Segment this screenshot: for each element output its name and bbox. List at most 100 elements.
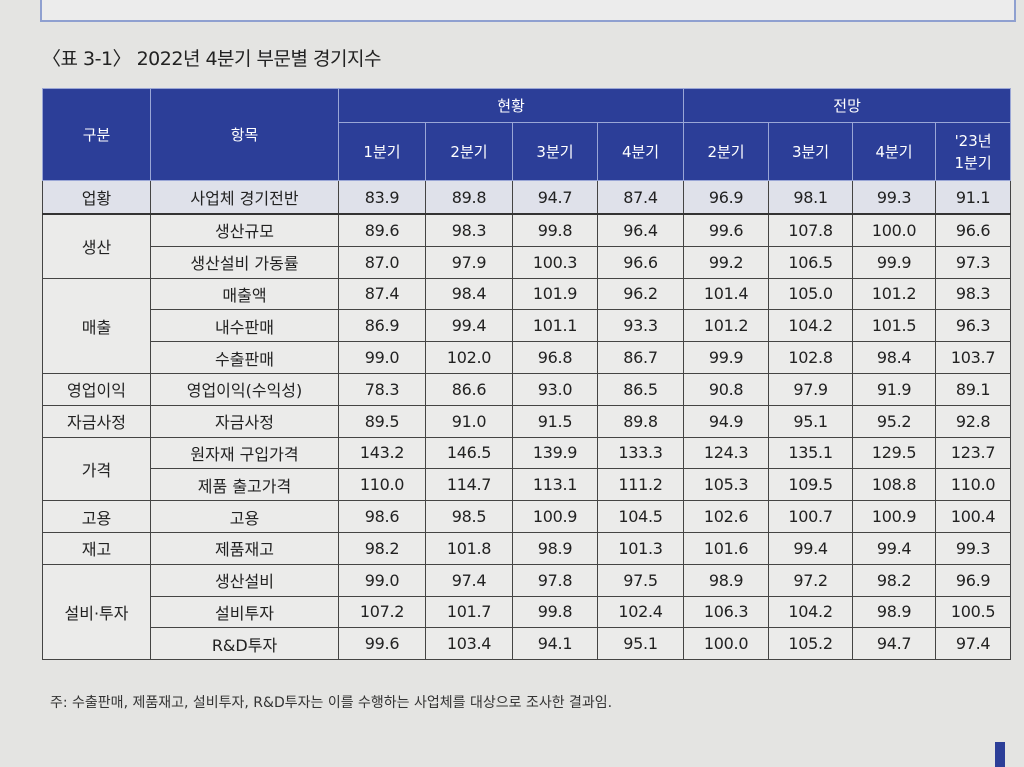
value-cell: 104.2	[768, 595, 854, 629]
value-cell: 98.9	[512, 531, 598, 565]
value-cell: 91.9	[852, 372, 937, 406]
value-cell: 101.9	[512, 277, 598, 311]
value-cell: 86.6	[425, 372, 513, 406]
value-cell: 97.4	[935, 627, 1012, 661]
value-cell: 105.0	[768, 277, 854, 311]
value-cell: 87.0	[338, 245, 426, 279]
value-cell: 99.4	[768, 531, 854, 565]
value-cell: 94.7	[852, 627, 937, 661]
value-cell: 98.9	[852, 595, 937, 629]
header-quarter: 4분기	[852, 122, 937, 181]
item-cell: 수출판매	[150, 341, 339, 374]
category-cell: 고용	[42, 500, 151, 533]
page-tab-marker	[995, 742, 1005, 767]
table-row: 자금사정 자금사정 89.5 91.0 91.5 89.8 94.9 95.1 95.2 92.8	[42, 404, 1012, 438]
value-cell: 102.8	[768, 341, 854, 374]
value-cell: 96.8	[512, 341, 598, 374]
value-cell: 101.6	[683, 531, 770, 565]
value-cell: 98.3	[425, 213, 513, 247]
value-cell: 101.5	[852, 309, 937, 343]
value-cell: 99.9	[852, 245, 937, 279]
item-cell: 생산규모	[150, 213, 339, 247]
value-cell: 78.3	[338, 372, 426, 406]
value-cell: 98.5	[425, 500, 513, 533]
table-row: R&D투자 99.6 103.4 94.1 95.1 100.0 105.2 94.7 97.4	[43, 627, 1012, 661]
table-row: 제품 출고가격 110.0 114.7 113.1 111.2 105.3 109.5 108…	[43, 468, 1012, 502]
header-quarter: 2분기	[683, 122, 770, 181]
value-cell: 87.4	[338, 277, 426, 311]
value-cell: 94.1	[512, 627, 598, 661]
category-cell: 생산	[42, 213, 151, 279]
value-cell: 143.2	[338, 436, 426, 470]
value-cell: 98.4	[425, 277, 513, 311]
table-title: 〈표 3-1〉 2022년 4분기 부문별 경기지수	[42, 48, 381, 70]
value-cell: 104.2	[768, 309, 854, 343]
value-cell: 98.9	[683, 563, 770, 597]
value-cell: 100.5	[935, 595, 1012, 629]
header-quarter: 1분기	[338, 122, 426, 181]
table-row: 재고 제품재고 98.2 101.8 98.9 101.3 101.6 99.4 99.4 99.…	[42, 531, 1012, 565]
value-cell: 97.2	[768, 563, 854, 597]
value-cell: 93.3	[596, 309, 685, 343]
value-cell: 108.8	[852, 468, 937, 502]
item-cell: 내수판매	[150, 309, 339, 343]
value-cell: 89.6	[338, 213, 426, 247]
header-outlook: 전망	[683, 88, 1012, 123]
value-cell: 91.0	[425, 404, 513, 438]
value-cell: 99.6	[338, 627, 426, 661]
header-quarter: 4분기	[596, 122, 685, 181]
value-cell: 139.9	[512, 436, 598, 470]
value-cell: 110.0	[935, 468, 1012, 502]
value-cell: 96.9	[683, 180, 770, 215]
header-category: 구분	[42, 88, 151, 181]
item-cell: 영업이익(수익성)	[150, 372, 339, 406]
category-cell: 자금사정	[42, 404, 151, 438]
value-cell: 91.1	[935, 180, 1012, 215]
value-cell: 100.7	[768, 500, 854, 533]
item-cell: 설비투자	[150, 595, 339, 629]
table-row: 설비·투자 생산설비 99.0 97.4 97.8 97.5 98.9 97.2 98.2 96.…	[42, 563, 1012, 661]
value-cell: 96.6	[935, 213, 1012, 247]
table-row: 생산설비 가동률 87.0 97.9 100.3 96.6 99.2 106.5 99.9 97…	[43, 245, 1012, 279]
value-cell: 99.0	[338, 563, 426, 597]
value-cell: 104.5	[596, 500, 685, 533]
value-cell: 98.2	[852, 563, 937, 597]
value-cell: 95.2	[852, 404, 937, 438]
value-cell: 111.2	[596, 468, 685, 502]
value-cell: 114.7	[425, 468, 513, 502]
value-cell: 96.9	[935, 563, 1012, 597]
value-cell: 102.4	[596, 595, 685, 629]
table-row: 매출 매출액 87.4 98.4 101.9 96.2 101.4 105.0 101.2 98.…	[42, 277, 1012, 374]
value-cell: 135.1	[768, 436, 854, 470]
value-cell: 106.5	[768, 245, 854, 279]
value-cell: 99.8	[512, 595, 598, 629]
value-cell: 99.9	[683, 341, 770, 374]
item-cell: 자금사정	[150, 404, 339, 438]
header-quarter: 2분기	[425, 122, 513, 181]
previous-section-box	[40, 0, 1016, 22]
item-cell: R&D투자	[150, 627, 339, 661]
category-cell: 매출	[42, 277, 151, 374]
category-cell: 업황	[42, 180, 151, 215]
item-cell: 생산설비 가동률	[150, 245, 339, 279]
value-cell: 100.9	[512, 500, 598, 533]
value-cell: 97.9	[768, 372, 854, 406]
table-row: 업황 사업체 경기전반 83.9 89.8 94.7 87.4 96.9 98.1 99.3 91…	[42, 180, 1012, 215]
value-cell: 146.5	[425, 436, 513, 470]
value-cell: 98.1	[768, 180, 854, 215]
value-cell: 100.4	[935, 500, 1012, 533]
item-cell: 원자재 구입가격	[150, 436, 339, 470]
value-cell: 87.4	[596, 180, 685, 215]
value-cell: 92.8	[935, 404, 1012, 438]
value-cell: 98.4	[852, 341, 937, 374]
value-cell: 105.2	[768, 627, 854, 661]
value-cell: 102.0	[425, 341, 513, 374]
table-row: 생산 생산규모 89.6 98.3 99.8 96.4 99.6 107.8 100.0 96.6	[42, 213, 1012, 279]
value-cell: 89.8	[596, 404, 685, 438]
value-cell: 97.4	[425, 563, 513, 597]
value-cell: 99.0	[338, 341, 426, 374]
value-cell: 101.1	[512, 309, 598, 343]
value-cell: 99.6	[683, 213, 770, 247]
table-row: 고용 고용 98.6 98.5 100.9 104.5 102.6 100.7 100.9 100…	[42, 500, 1012, 533]
value-cell: 97.8	[512, 563, 598, 597]
